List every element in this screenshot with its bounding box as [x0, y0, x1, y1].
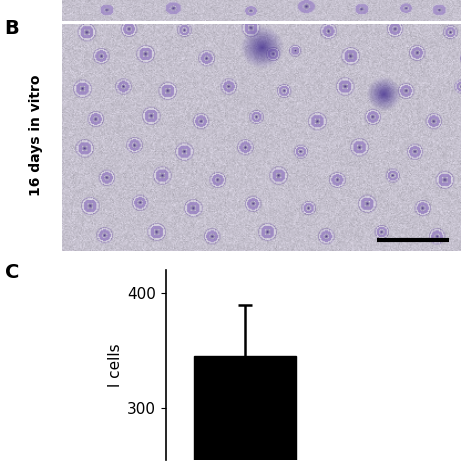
Text: B: B — [5, 19, 19, 38]
Y-axis label: l cells: l cells — [108, 343, 123, 387]
Text: C: C — [5, 263, 19, 282]
Text: 16 days in vitro: 16 days in vitro — [28, 74, 43, 196]
Bar — [193, 356, 296, 474]
